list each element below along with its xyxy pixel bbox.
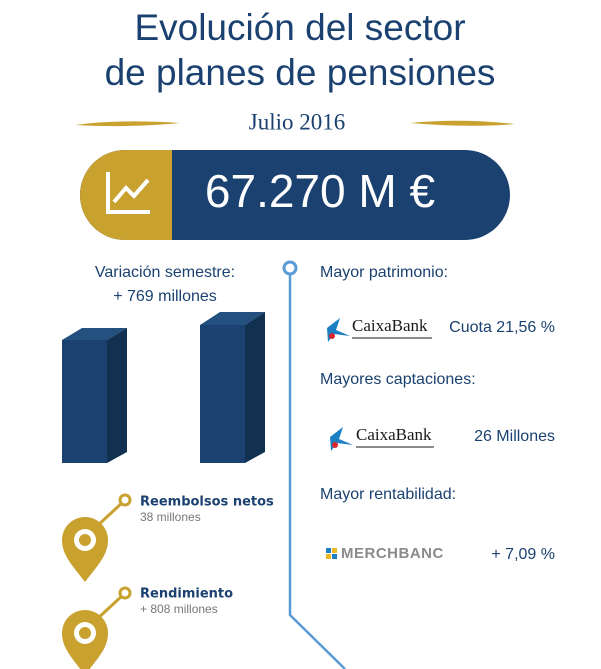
section-heading: Mayor patrimonio: xyxy=(320,264,448,281)
brush-stroke xyxy=(75,121,180,127)
section-heading: Mayor rentabilidad: xyxy=(320,486,456,503)
title-line: de planes de pensiones xyxy=(105,52,496,93)
total-pill xyxy=(80,150,510,240)
title-line: Evolución del sector xyxy=(134,7,465,48)
item-title: Rendimiento xyxy=(140,587,233,602)
brand: MERCHBANC xyxy=(341,545,444,562)
item-detail: 38 millones xyxy=(140,510,201,524)
bar-3d xyxy=(62,328,127,463)
variation-label: Variación semestre: xyxy=(95,264,235,281)
section-heading: Mayores captaciones: xyxy=(320,371,476,388)
brand: CaixaBank xyxy=(352,316,428,335)
star-logo xyxy=(330,427,353,451)
logo-dot xyxy=(329,333,335,339)
item-title: Reembolsos netos xyxy=(140,495,274,510)
variation-value: + 769 millones xyxy=(113,288,217,305)
location-pin xyxy=(62,586,132,669)
section-value: + 7,09 % xyxy=(491,546,555,563)
section-value: 26 Millones xyxy=(474,428,555,445)
logo-dot xyxy=(332,442,338,448)
date: Julio 2016 xyxy=(249,109,345,134)
brand-icon xyxy=(326,548,337,559)
timeline xyxy=(288,275,346,669)
total-value: 67.270 M € xyxy=(205,165,435,217)
section-value: Cuota 21,56 % xyxy=(449,319,555,336)
chart-icon xyxy=(106,172,150,214)
item-detail: + 808 millones xyxy=(140,602,218,616)
location-pin xyxy=(62,493,132,582)
star-logo xyxy=(327,318,350,342)
brush-stroke xyxy=(410,120,515,126)
icon-badge xyxy=(80,150,172,240)
timeline-dot xyxy=(282,260,298,276)
brand: CaixaBank xyxy=(356,425,432,444)
bar-3d xyxy=(200,312,265,463)
